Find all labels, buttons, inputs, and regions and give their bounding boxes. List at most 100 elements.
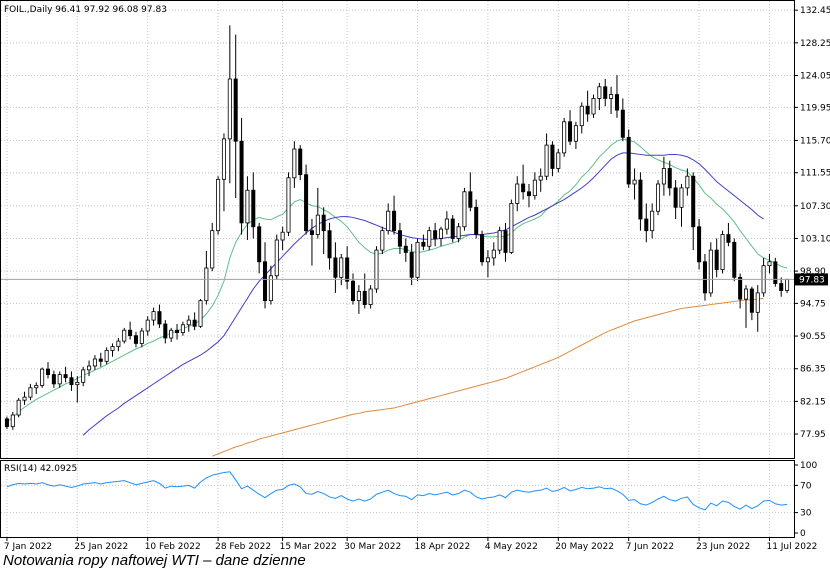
candle: [51, 370, 56, 388]
candle: [163, 320, 168, 344]
candle-body-down: [69, 377, 74, 386]
candle: [632, 168, 637, 200]
candle-body-down: [63, 374, 68, 379]
candle-body-down: [163, 323, 168, 339]
candle: [104, 347, 109, 365]
candle-body-up: [139, 330, 144, 344]
symbol-header: FOIL.,Daily 96.41 97.92 96.08 97.83: [4, 5, 167, 15]
candle: [75, 376, 80, 403]
candle-body-down: [51, 374, 56, 385]
candle: [263, 242, 268, 309]
candle: [40, 367, 45, 388]
candle: [34, 382, 39, 394]
candle: [321, 207, 326, 254]
candle-body-up: [92, 358, 97, 367]
candle-body-up: [216, 178, 221, 232]
candle-body-down: [738, 276, 743, 300]
candle: [4, 416, 9, 429]
grid: [1, 1, 794, 537]
y-tick-label: 98.90: [800, 267, 826, 277]
candle-body-up: [227, 78, 232, 140]
y-tick-label: 115.70: [800, 136, 830, 146]
candle-body-up: [180, 324, 185, 333]
candle: [532, 172, 537, 200]
candle: [221, 133, 226, 212]
candle-body-up: [785, 279, 790, 291]
candle-body-down: [726, 234, 731, 243]
candle-body-up: [509, 203, 514, 253]
candle-body-down: [304, 174, 309, 232]
candle-body-up: [532, 179, 537, 197]
candle: [186, 315, 191, 332]
candle: [691, 172, 696, 251]
candle-body-down: [362, 290, 367, 305]
candle: [421, 234, 426, 251]
candle: [679, 184, 684, 227]
candle-body-up: [491, 249, 496, 259]
candle: [726, 222, 731, 247]
candle-body-up: [104, 350, 109, 362]
x-tick-label: 23 Jun 2022: [696, 542, 750, 552]
candle: [667, 160, 672, 196]
candle: [128, 321, 133, 340]
candle-body-up: [632, 179, 637, 185]
candle: [714, 238, 719, 278]
candle-body-down: [550, 144, 555, 169]
candle-body-down: [503, 230, 508, 253]
candle-body-down: [175, 329, 180, 333]
candle-body-up: [386, 210, 391, 232]
candle-body-down: [192, 319, 197, 327]
candle: [16, 397, 21, 418]
x-tick-label: 10 Feb 2022: [145, 542, 201, 552]
candle: [45, 362, 51, 379]
candle-body-up: [650, 210, 655, 232]
candle: [274, 234, 279, 279]
candle-body-up: [544, 144, 549, 177]
candle-body-up: [339, 257, 344, 278]
y-tick-label: 111.55: [800, 169, 830, 179]
candle: [697, 219, 702, 270]
candle: [620, 98, 625, 142]
candle-body-up: [110, 346, 115, 351]
candle: [145, 316, 150, 336]
candle-body-down: [298, 148, 303, 176]
candle-body-up: [204, 267, 209, 302]
candle-body-down: [626, 136, 631, 185]
candle: [116, 338, 121, 352]
candle-body-down: [614, 94, 619, 111]
candle-body-down: [239, 140, 244, 224]
candle-body-up: [245, 189, 250, 224]
date-axis: 7 Jan 2022 25 Jan 2022 10 Feb 2022 28 Feb 2…: [4, 537, 817, 552]
candle: [63, 366, 68, 383]
candle-body-up: [485, 257, 490, 263]
y-tick-label: 132.45: [800, 6, 830, 16]
candle: [268, 265, 273, 305]
candle: [474, 199, 479, 239]
y-tick-label: 82.15: [800, 397, 826, 407]
candle-body-up: [16, 399, 21, 416]
candle-body-down: [468, 191, 473, 208]
candle-body-down: [644, 218, 649, 232]
candle: [673, 180, 678, 219]
candle-body-up: [656, 183, 661, 212]
candle: [374, 246, 379, 293]
candle: [368, 285, 373, 309]
candle: [656, 180, 661, 216]
candle: [397, 222, 402, 254]
candle-body-up: [556, 152, 561, 169]
candle-body-up: [597, 86, 602, 99]
candle-body-down: [350, 280, 356, 302]
candle-body-down: [450, 218, 455, 239]
candle-body-up: [87, 365, 92, 371]
candle-body-down: [702, 261, 707, 294]
candle: [573, 121, 578, 149]
candle-body-down: [98, 358, 103, 362]
candle: [609, 86, 614, 114]
price-axis: 132.45 128.25 124.05 119.95 115.70 111.55 107.…: [794, 6, 830, 440]
candle: [175, 324, 180, 340]
candle: [509, 199, 514, 254]
candle: [562, 117, 567, 157]
candle: [304, 164, 309, 235]
candle-body-down: [392, 210, 397, 232]
candle: [485, 250, 490, 278]
